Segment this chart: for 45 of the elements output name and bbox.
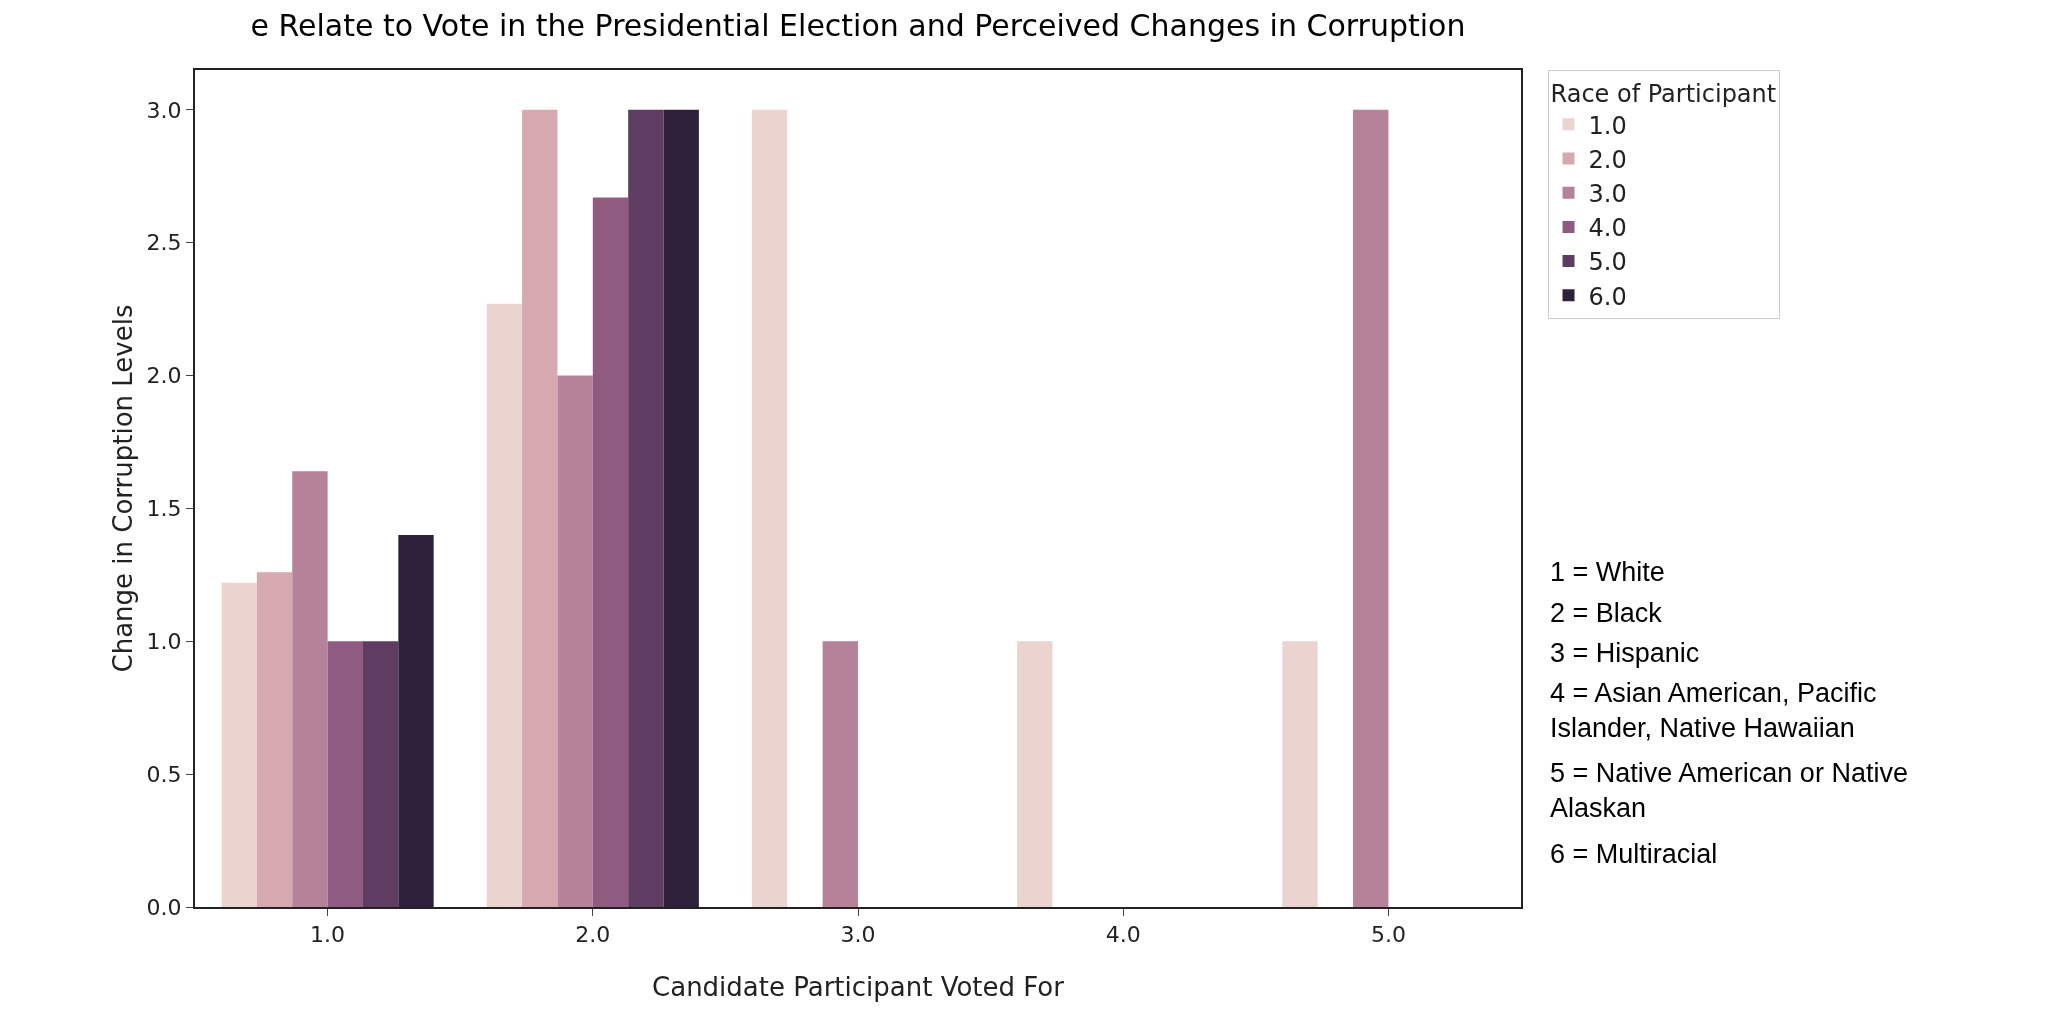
bar <box>522 109 558 907</box>
bar <box>221 582 257 907</box>
legend-label: 6.0 <box>1588 282 1627 311</box>
x-tick-label: 5.0 <box>1370 922 1406 948</box>
text: 6 = Multiracial <box>1550 839 1718 869</box>
text: 5 = Native American or Native Alaskan <box>1550 758 1908 824</box>
y-tick-label: 2.5 <box>146 230 182 256</box>
bar <box>822 641 858 907</box>
y-tick-label: 0.5 <box>146 761 182 787</box>
bar <box>362 641 399 907</box>
bar <box>592 197 629 907</box>
legend-label: 5.0 <box>1588 248 1627 277</box>
bar <box>1353 109 1389 907</box>
bar <box>292 471 328 907</box>
legend-label: 4.0 <box>1588 214 1627 243</box>
legend-label: 3.0 <box>1588 180 1627 209</box>
legend-label: 1.0 <box>1588 111 1627 140</box>
bar <box>557 375 593 907</box>
bar <box>256 572 293 907</box>
legend-label: 2.0 <box>1588 145 1627 174</box>
text: 4 = Asian American, Pacific Islander, Native Hawaiian <box>1550 678 1877 744</box>
text: 1 = White <box>1550 557 1665 587</box>
y-tick-label: 1.0 <box>146 628 182 654</box>
x-tick-label: 3.0 <box>840 922 876 948</box>
bar <box>751 109 788 907</box>
chart-title: e Relate to Vote in the Presidential Election and Perceived Changes in Corruption <box>250 8 1466 44</box>
bar <box>1282 641 1318 907</box>
bar <box>398 535 434 907</box>
y-tick-label: 1.5 <box>146 496 182 522</box>
bar <box>663 109 699 907</box>
text: 3 = Hispanic <box>1550 638 1700 668</box>
y-tick-label: 3.0 <box>146 97 182 123</box>
y-tick-label: 0.0 <box>146 894 182 920</box>
bar <box>1017 641 1053 907</box>
text: 2 = Black <box>1550 598 1663 628</box>
x-tick-label: 1.0 <box>310 922 346 948</box>
y-axis-title: Change in Corruption Levels <box>108 304 138 673</box>
legend-title: Race of Participant <box>1550 80 1777 109</box>
bar <box>628 109 664 907</box>
x-tick-label: 4.0 <box>1105 922 1141 948</box>
bar <box>486 303 523 907</box>
y-tick-label: 2.0 <box>146 363 182 389</box>
x-axis-title: Candidate Participant Voted For <box>652 972 1065 1002</box>
bar <box>327 641 363 907</box>
x-tick-label: 2.0 <box>575 922 611 948</box>
